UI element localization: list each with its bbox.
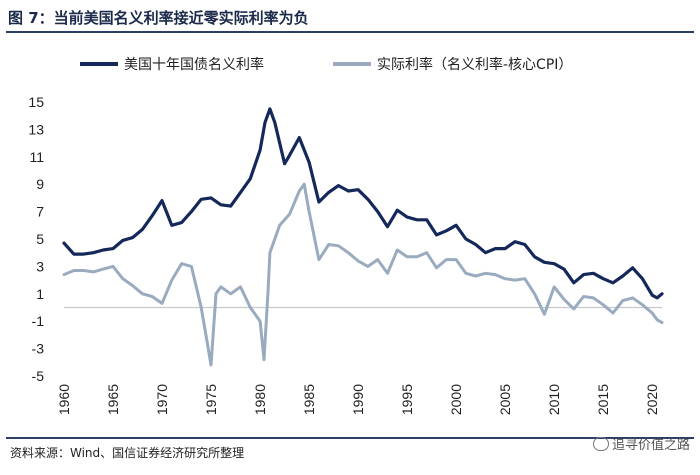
legend-swatch-nominal [80,62,118,66]
y-tick-label: 5 [36,231,44,247]
watermark-text: 追寻价值之路 [611,438,690,453]
x-tick-label: 2020 [644,384,660,415]
x-tick-label: 2000 [448,384,464,415]
y-tick-label: 11 [29,149,44,165]
legend-label-real: 实际利率（名义利率-核心CPI） [377,57,573,73]
figure-title: 图 7：当前美国名义利率接近零实际利率为负 [8,9,309,27]
legend: 美国十年国债名义利率 实际利率（名义利率-核心CPI） [0,52,700,74]
x-tick-label: 1975 [203,384,219,415]
figure-title-bar: 图 7：当前美国名义利率接近零实际利率为负 [6,4,694,30]
y-tick-label: -1 [32,313,45,329]
legend-label-nominal: 美国十年国债名义利率 [124,57,264,73]
y-tick-label: 9 [36,176,44,192]
title-rule [6,31,694,33]
x-tick-label: 2005 [497,384,513,415]
x-tick-label: 2010 [546,384,562,415]
y-tick-label: -3 [32,341,45,357]
wechat-icon [592,437,609,451]
x-tick-label: 1985 [301,384,317,415]
series-line-nominal [62,107,664,300]
source-note: 资料来源：Wind、国信证券经济研究所整理 [10,446,245,460]
x-tick-label: 2015 [595,384,611,415]
x-tick-label: 1960 [56,384,72,415]
watermark: 追寻价值之路 [592,434,690,453]
series-line-real [62,182,664,367]
x-tick-label: 1990 [350,384,366,415]
y-tick-label: 7 [36,204,44,220]
x-tick-label: 1980 [252,384,268,415]
y-tick-label: 13 [28,121,44,137]
y-tick-label: 1 [36,286,44,302]
x-tick-label: 1995 [399,384,415,415]
x-tick-label: 1970 [154,384,170,415]
legend-swatch-real [333,62,371,66]
footer-rule [6,437,694,439]
y-tick-label: -5 [32,368,45,384]
y-tick-label: 3 [36,258,44,274]
y-tick-label: 15 [28,94,44,110]
line-chart: 15 13 11 9 7 5 3 1 -1 -3 -5 1960 1965 1970 1975 1980 198… [28,94,664,415]
x-tick-label: 1965 [105,384,121,415]
